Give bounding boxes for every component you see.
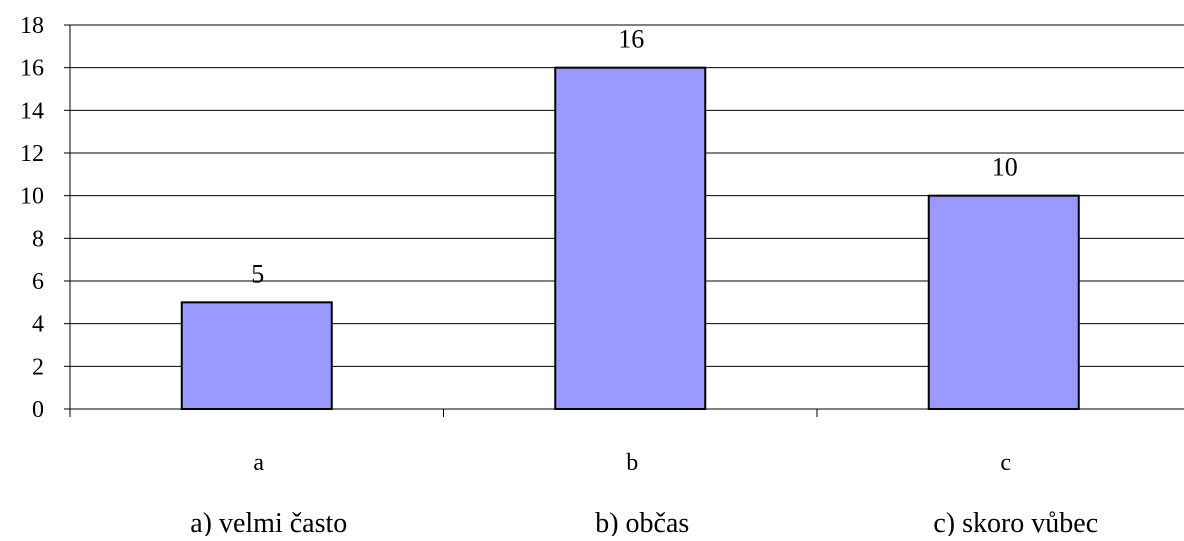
y-tick-label: 4 — [32, 312, 44, 338]
category-description: b) občas — [595, 508, 689, 536]
x-tick-label: c — [1000, 450, 1011, 476]
category-description: a) velmi často — [190, 508, 347, 536]
category-description: c) skoro vůbec — [933, 508, 1098, 536]
bar — [180, 301, 333, 411]
y-tick-label: 10 — [20, 184, 44, 210]
data-label: 16 — [618, 25, 644, 54]
axes — [64, 24, 1184, 417]
bar — [554, 66, 707, 411]
data-label: 5 — [251, 259, 264, 288]
x-tick-label: b — [626, 450, 638, 476]
labels: 0 2 4 6 8 10 12 14 16 18 5 a a) velmi často 16 b b) obč… — [20, 13, 1098, 539]
bar — [927, 194, 1080, 410]
y-tick-label: 6 — [32, 269, 44, 295]
x-tick-label: a — [253, 450, 264, 476]
y-tick-label: 0 — [32, 397, 44, 423]
data-label: 10 — [992, 153, 1018, 182]
y-tick-label: 8 — [32, 226, 44, 252]
bars — [180, 66, 1080, 411]
y-tick-label: 16 — [20, 56, 44, 82]
y-tick-label: 14 — [20, 98, 44, 124]
y-tick-label: 2 — [32, 354, 44, 380]
y-tick-label: 18 — [20, 13, 44, 39]
y-tick-label: 12 — [20, 141, 44, 167]
